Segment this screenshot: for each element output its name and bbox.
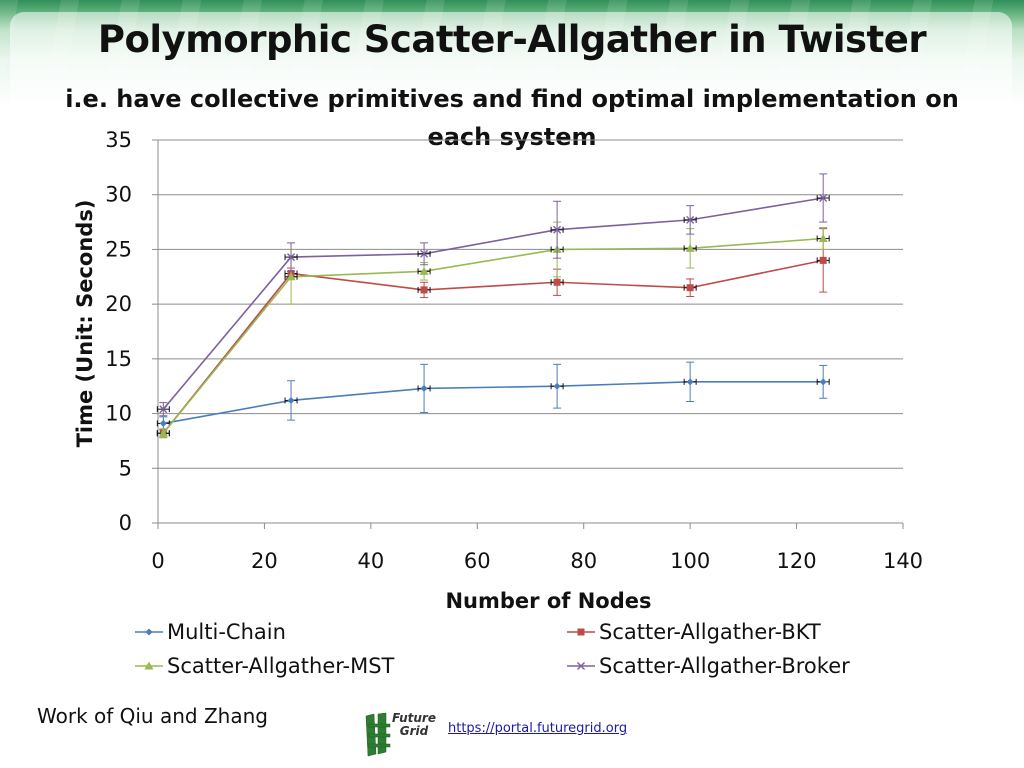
series-line (162, 259, 824, 434)
data-point-marker (553, 225, 562, 234)
x-tick-label: 40 (357, 549, 384, 573)
portal-link[interactable]: https://portal.futuregrid.org (448, 721, 628, 736)
y-tick-label: 30 (105, 183, 132, 207)
data-point-marker (685, 243, 695, 252)
data-point-marker (286, 272, 296, 281)
series-multi-chain (156, 361, 830, 431)
data-point-marker (420, 249, 429, 258)
series-scatter-allgather-mst (156, 221, 830, 439)
y-axis-title: Time (Unit: Seconds) (73, 200, 97, 448)
data-point-marker (144, 661, 154, 670)
data-point-marker (686, 378, 694, 386)
legend-label: Multi-Chain (167, 620, 286, 644)
series-line (162, 237, 824, 434)
legend-item: Scatter-Allgather-Broker (567, 654, 850, 678)
y-tick-label: 15 (105, 347, 132, 371)
y-tick-label: 35 (105, 128, 132, 152)
data-point-marker (145, 628, 153, 636)
legend-label: Scatter-Allgather-Broker (599, 654, 850, 678)
x-tick-label: 120 (777, 549, 817, 573)
series-line (162, 197, 824, 410)
x-tick-label: 60 (464, 549, 491, 573)
legend-label: Scatter-Allgather-BKT (599, 620, 821, 644)
x-tick-label: 0 (151, 549, 164, 573)
data-point-marker (287, 253, 296, 262)
legend-label: Scatter-Allgather-MST (167, 654, 395, 678)
slide-subtitle: i.e. have collective primitives and find… (65, 85, 959, 151)
data-point-marker (686, 284, 694, 292)
data-point-marker (819, 256, 827, 264)
legend-item: Multi-Chain (135, 620, 286, 644)
y-tick-label: 10 (105, 402, 132, 426)
data-point-marker (420, 384, 428, 392)
data-point-marker (577, 628, 585, 636)
y-tick-label: 25 (105, 237, 132, 261)
data-point-marker (287, 396, 295, 404)
data-point-marker (819, 194, 828, 202)
data-point-marker (420, 286, 428, 294)
data-point-marker (553, 382, 561, 390)
data-point-marker (158, 428, 168, 437)
x-tick-label: 140 (883, 549, 923, 573)
x-tick-label: 20 (251, 549, 278, 573)
logo-text: Future Grid (388, 712, 440, 738)
data-point-marker (686, 215, 695, 224)
x-tick-label: 80 (570, 549, 597, 573)
logo-text-line1: Future (392, 711, 436, 725)
data-point-marker (577, 662, 585, 670)
data-point-marker (159, 419, 167, 427)
futuregrid-logo-icon (365, 712, 391, 757)
logo-text-line2: Grid (399, 724, 429, 738)
y-tick-label: 0 (119, 511, 132, 535)
data-point-marker (819, 378, 827, 386)
footer-credit: Work of Qiu and Zhang (37, 704, 268, 728)
y-tick-label: 20 (105, 292, 132, 316)
data-point-marker (553, 278, 561, 286)
slide-title: Polymorphic Scatter-Allgather in Twister (97, 18, 927, 61)
data-point-marker (818, 233, 828, 242)
legend-item: Scatter-Allgather-MST (135, 654, 395, 678)
data-point-marker (419, 266, 429, 275)
data-point-marker (159, 405, 168, 414)
x-axis-title: Number of Nodes (445, 589, 651, 613)
x-tick-label: 100 (670, 549, 710, 573)
series-line (163, 381, 824, 425)
legend-item: Scatter-Allgather-BKT (567, 620, 821, 644)
series-scatter-allgather-broker (156, 173, 830, 417)
y-tick-label: 5 (119, 456, 132, 480)
slide-panel (10, 12, 1012, 758)
